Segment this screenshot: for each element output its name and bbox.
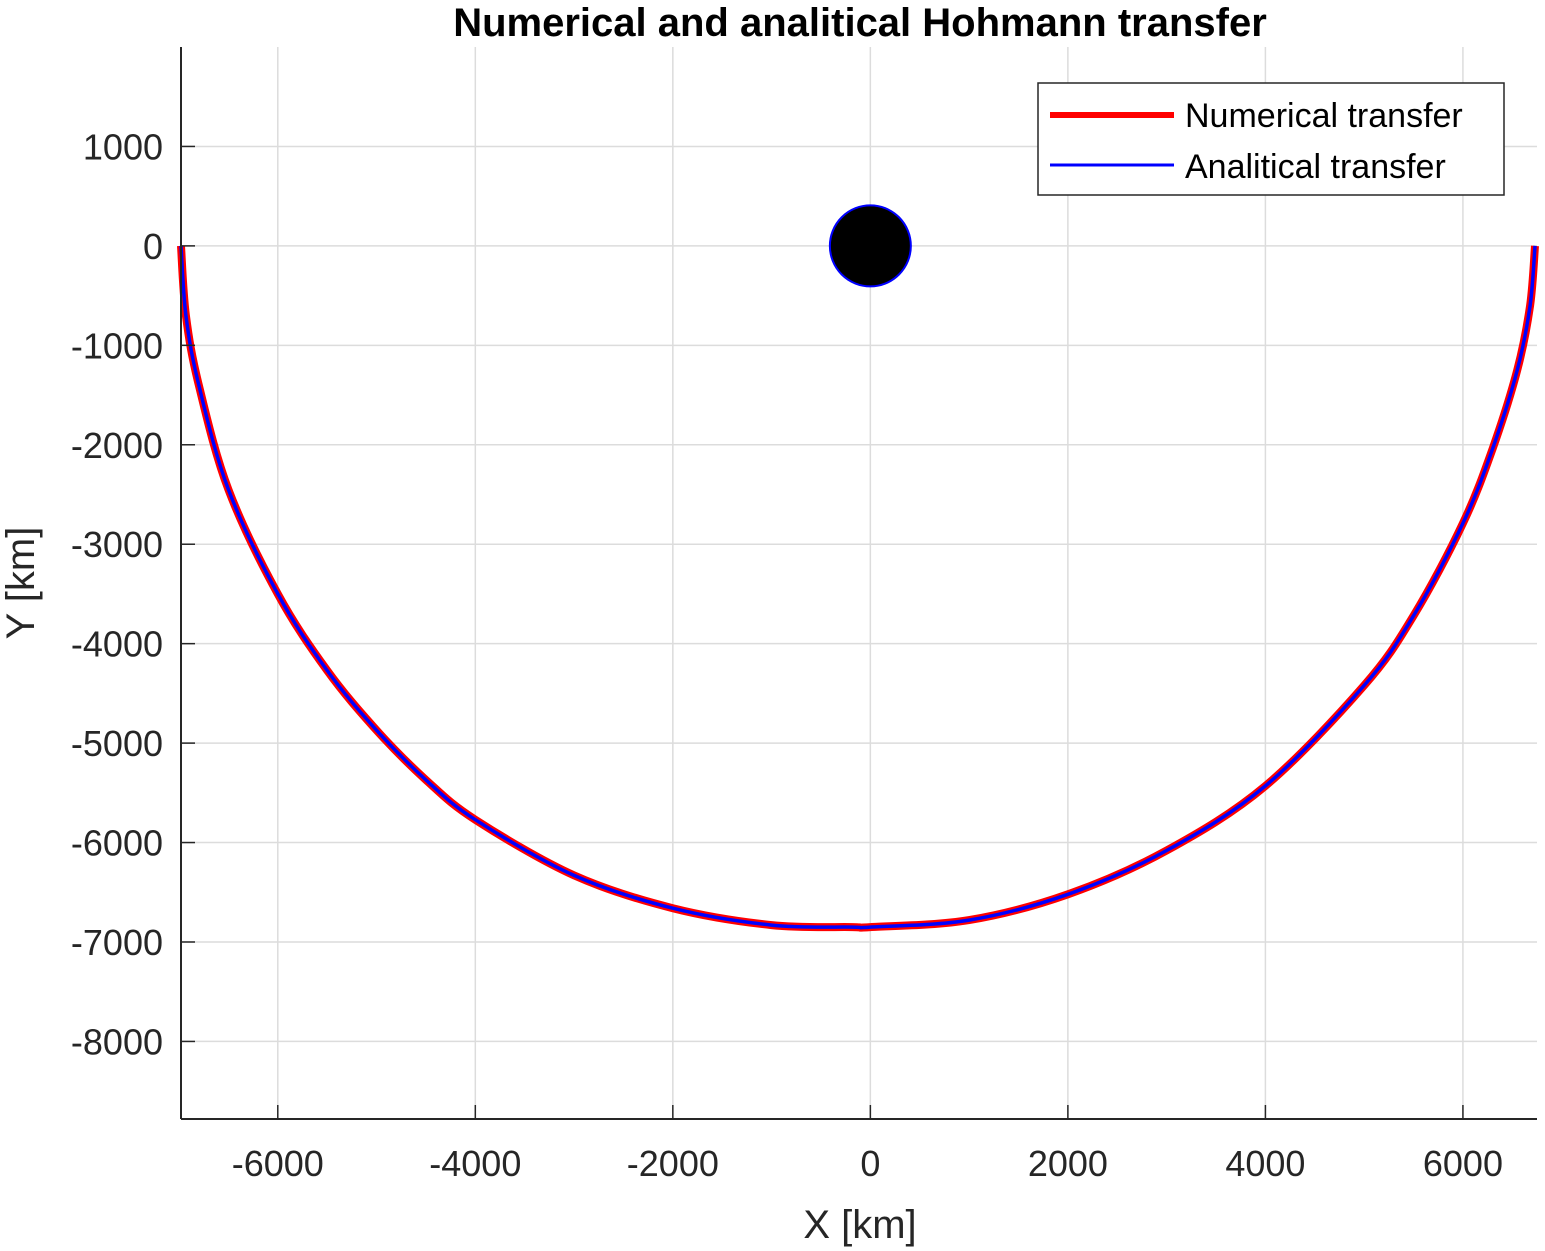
y-tick-label: -8000: [71, 1021, 163, 1062]
x-tick-label: -2000: [627, 1143, 719, 1184]
y-tick-label: -5000: [71, 723, 163, 764]
y-tick-label: -3000: [71, 524, 163, 565]
x-tick-labels: -6000 -4000 -2000 0 2000 4000 6000: [232, 1143, 1503, 1184]
y-tick-label: -2000: [71, 425, 163, 466]
central-body: [828, 204, 912, 288]
x-tick-label: 0: [860, 1143, 880, 1184]
legend-label-numerical: Numerical transfer: [1185, 97, 1463, 135]
plot-area: [177, 47, 1539, 1120]
chart-title: Numerical and analitical Hohmann transfe…: [453, 1, 1267, 45]
x-tick-label: 6000: [1423, 1143, 1503, 1184]
y-tick-label: -6000: [71, 823, 163, 864]
series-layer: [177, 245, 1539, 932]
x-tick-label: -4000: [429, 1143, 521, 1184]
y-tick-label: -7000: [71, 922, 163, 963]
legend-box: [1037, 82, 1505, 196]
y-axis-label: Y [km]: [0, 527, 43, 640]
y-tick-label: -1000: [71, 325, 163, 366]
x-tick-label: 2000: [1028, 1143, 1108, 1184]
legend-label-analitical: Analitical transfer: [1185, 148, 1446, 186]
axes-lines: [180, 47, 1537, 1120]
x-tick-label: 4000: [1225, 1143, 1305, 1184]
x-tick-label: -6000: [232, 1143, 324, 1184]
y-tick-labels: 1000 0 -1000 -2000 -3000 -4000 -5000 -6000 -7000…: [71, 126, 163, 1062]
legend: Numerical transfer Analitical transfer: [1037, 82, 1505, 196]
y-tick-label: 1000: [83, 126, 163, 167]
central-body-layer: [828, 204, 912, 288]
series-line-1: [179, 245, 1537, 930]
y-tick-label: -4000: [71, 624, 163, 665]
y-tick-label: 0: [143, 226, 163, 267]
x-axis-label: X [km]: [803, 1203, 916, 1247]
